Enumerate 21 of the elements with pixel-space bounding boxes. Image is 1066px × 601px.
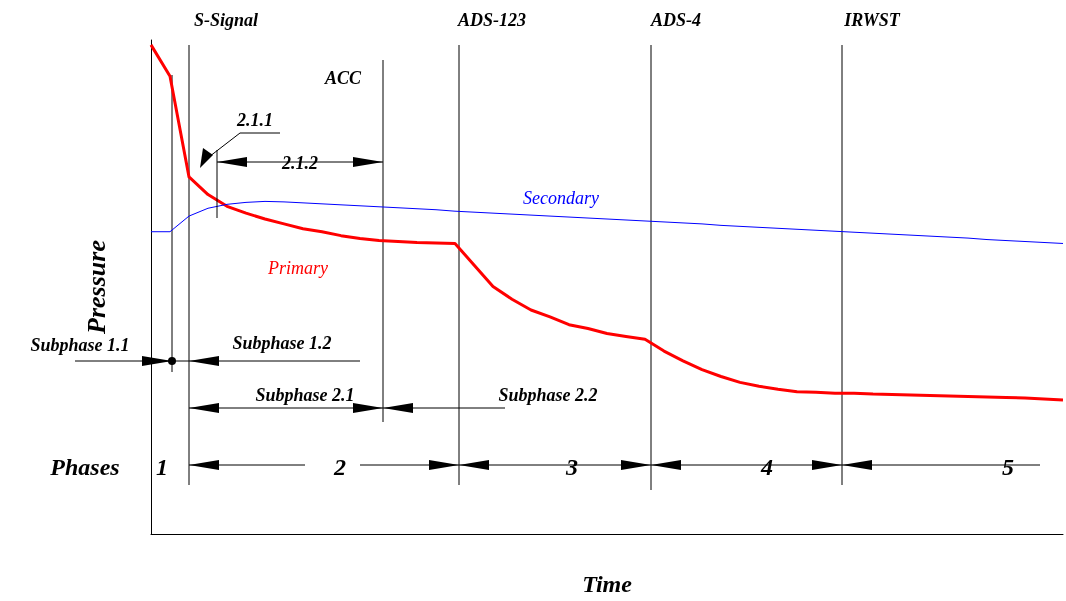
annotation: 5	[1002, 454, 1014, 480]
annotation: Subphase 1.2	[232, 333, 332, 353]
text: Phases	[49, 454, 120, 480]
annotation: 3	[565, 454, 578, 480]
annotation: ACC	[323, 68, 362, 88]
annotation: 4	[760, 454, 773, 480]
annotation: Subphase 2.2	[498, 385, 598, 405]
annotation: 2	[333, 454, 346, 480]
series-label: Primary	[267, 258, 328, 278]
y-axis-title: Pressure	[81, 240, 111, 335]
annotation: 1	[156, 454, 168, 480]
text: ADS-4	[649, 10, 702, 30]
text: IRWST	[843, 10, 901, 30]
annotation: 2.1.2	[281, 153, 318, 173]
text: Subphase 1.1	[30, 335, 130, 355]
annotation: Subphase 2.1	[255, 385, 355, 405]
annotation: 2.1.1	[236, 110, 273, 130]
x-axis-title: Time	[582, 571, 633, 597]
series-label: Secondary	[523, 188, 599, 208]
text: ADS-123	[456, 10, 527, 30]
text: S-Signal	[193, 10, 259, 30]
